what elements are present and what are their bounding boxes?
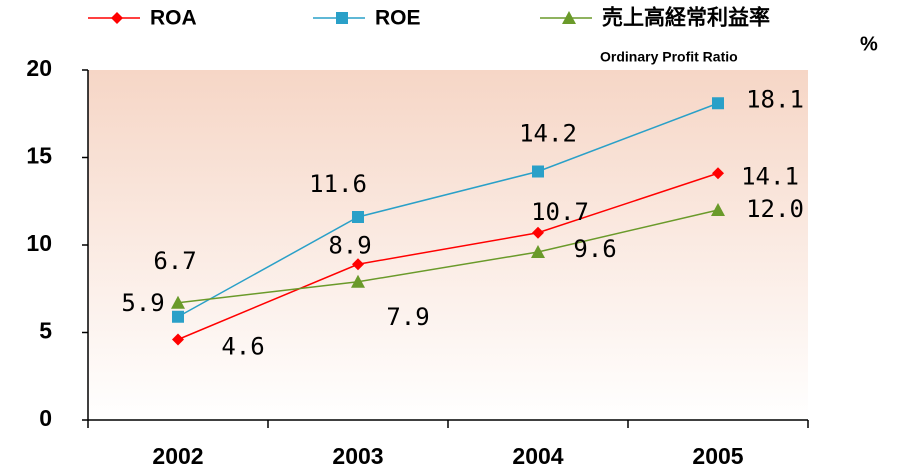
legend-marker xyxy=(111,12,123,24)
plot-area xyxy=(88,70,808,420)
data-point xyxy=(172,310,184,323)
data-label: 5.9 xyxy=(121,289,164,317)
data-point xyxy=(171,295,185,309)
data-label: 11.6 xyxy=(309,170,367,198)
data-label: 6.7 xyxy=(153,247,196,275)
legend-marker xyxy=(562,11,576,24)
data-point xyxy=(712,97,724,110)
data-label: 14.2 xyxy=(519,120,577,148)
series-line xyxy=(177,209,719,304)
data-label: 7.9 xyxy=(386,303,429,331)
data-point xyxy=(352,211,364,223)
data-label: 4.6 xyxy=(221,333,264,361)
y-tick-label: 5 xyxy=(39,318,52,344)
y-axis-label: % xyxy=(860,33,878,55)
data-point xyxy=(351,274,365,288)
data-label: 9.6 xyxy=(573,235,616,263)
x-tick-label: 2004 xyxy=(512,443,563,469)
data-point xyxy=(711,203,725,216)
x-tick-label: 2003 xyxy=(332,443,383,469)
data-label: 12.0 xyxy=(746,195,804,223)
data-point xyxy=(172,333,184,346)
series-line xyxy=(177,172,719,341)
legend-marker xyxy=(336,12,348,24)
legend-label: ROA xyxy=(150,7,197,30)
data-point xyxy=(712,167,724,180)
x-tick-label: 2005 xyxy=(692,443,743,469)
data-label: 18.1 xyxy=(746,85,804,113)
y-tick-label: 20 xyxy=(26,55,52,81)
legend-label: ROE xyxy=(375,7,421,30)
data-label: 14.1 xyxy=(741,162,799,190)
series-line xyxy=(177,102,719,318)
data-label: 8.9 xyxy=(328,231,371,259)
data-point xyxy=(531,245,545,258)
legend-note: Ordinary Profit Ratio xyxy=(600,49,738,65)
y-tick-label: 0 xyxy=(39,405,52,431)
legend-label: 売上高経常利益率 xyxy=(602,6,770,30)
data-label: 10.7 xyxy=(531,198,589,226)
data-point xyxy=(352,258,364,271)
y-tick-label: 10 xyxy=(26,230,52,256)
data-point xyxy=(532,165,544,178)
x-tick-label: 2002 xyxy=(152,443,203,469)
y-tick-label: 15 xyxy=(26,143,52,169)
data-point xyxy=(532,226,544,239)
